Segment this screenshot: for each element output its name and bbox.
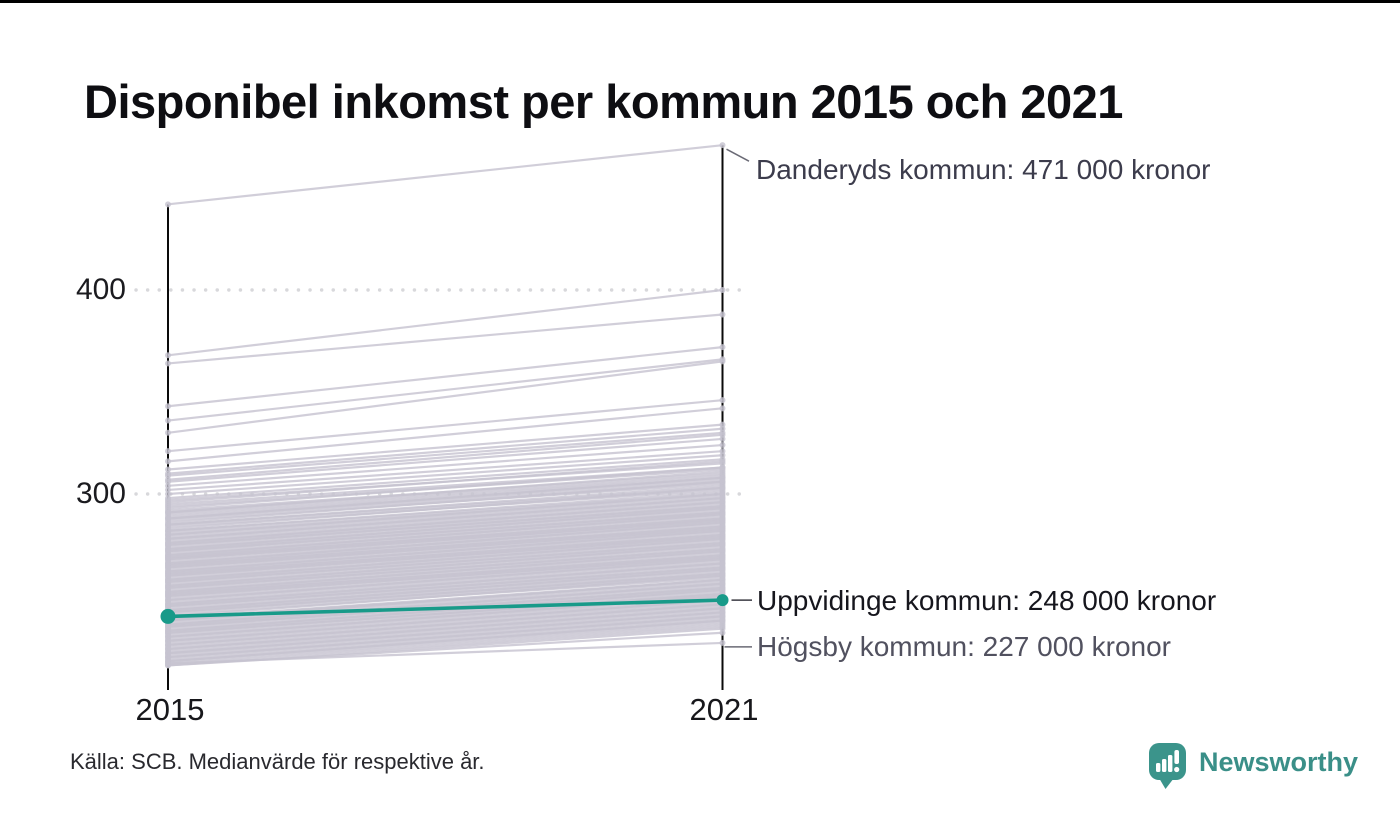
speech-bubble-bar-chart-icon — [1149, 743, 1186, 789]
newsworthy-logo: Newsworthy — [1148, 742, 1358, 790]
x-axis-label-2015: 2015 — [135, 692, 205, 727]
newsworthy-logo-text: Newsworthy — [1199, 747, 1359, 777]
annotation-uppvidinge: Uppvidinge kommun: 248 000 kronor — [757, 585, 1217, 616]
top-border-rule — [0, 0, 1400, 3]
chart-title: Disponibel inkomst per kommun 2015 och 2… — [84, 75, 1123, 128]
annotation-hogsby: Högsby kommun: 227 000 kronor — [757, 631, 1171, 662]
x-axis-label-2021: 2021 — [689, 692, 759, 727]
y-tick-label-400: 400 — [75, 273, 126, 306]
annotation-danderyd: Danderyds kommun: 471 000 kronor — [756, 154, 1211, 185]
source-note: Källa: SCB. Medianvärde för respektive å… — [70, 749, 485, 774]
y-tick-label-300: 300 — [75, 477, 126, 510]
